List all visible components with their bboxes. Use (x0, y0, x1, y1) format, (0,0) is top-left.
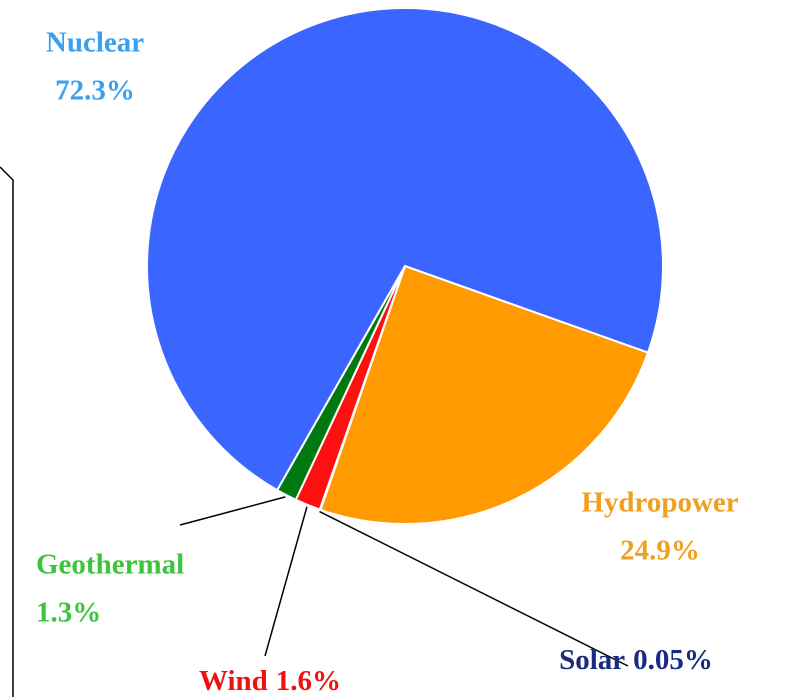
slice-value-label: 24.9% (620, 535, 700, 567)
slice-label-group: Wind 1.6% (199, 665, 341, 697)
slice-label-group: Solar 0.05% (559, 644, 713, 676)
leader-line (319, 510, 629, 667)
slice-value-label: 1.3% (36, 597, 101, 629)
slice-label: Nuclear (46, 27, 144, 59)
slice-label: Hydropower (581, 487, 738, 519)
side-box-border (0, 166, 14, 697)
slice-value-label: 1.6% (276, 665, 341, 697)
slice-label: Wind (199, 665, 268, 697)
leader-line (179, 496, 286, 526)
leader-line (264, 506, 308, 657)
pie-slice (146, 7, 664, 492)
slice-value-label: 72.3% (55, 75, 135, 107)
slice-label: Geothermal (36, 549, 184, 581)
slice-label: Solar (559, 644, 625, 676)
pie-slice (319, 264, 650, 525)
slice-value-label: 0.05% (633, 644, 713, 676)
